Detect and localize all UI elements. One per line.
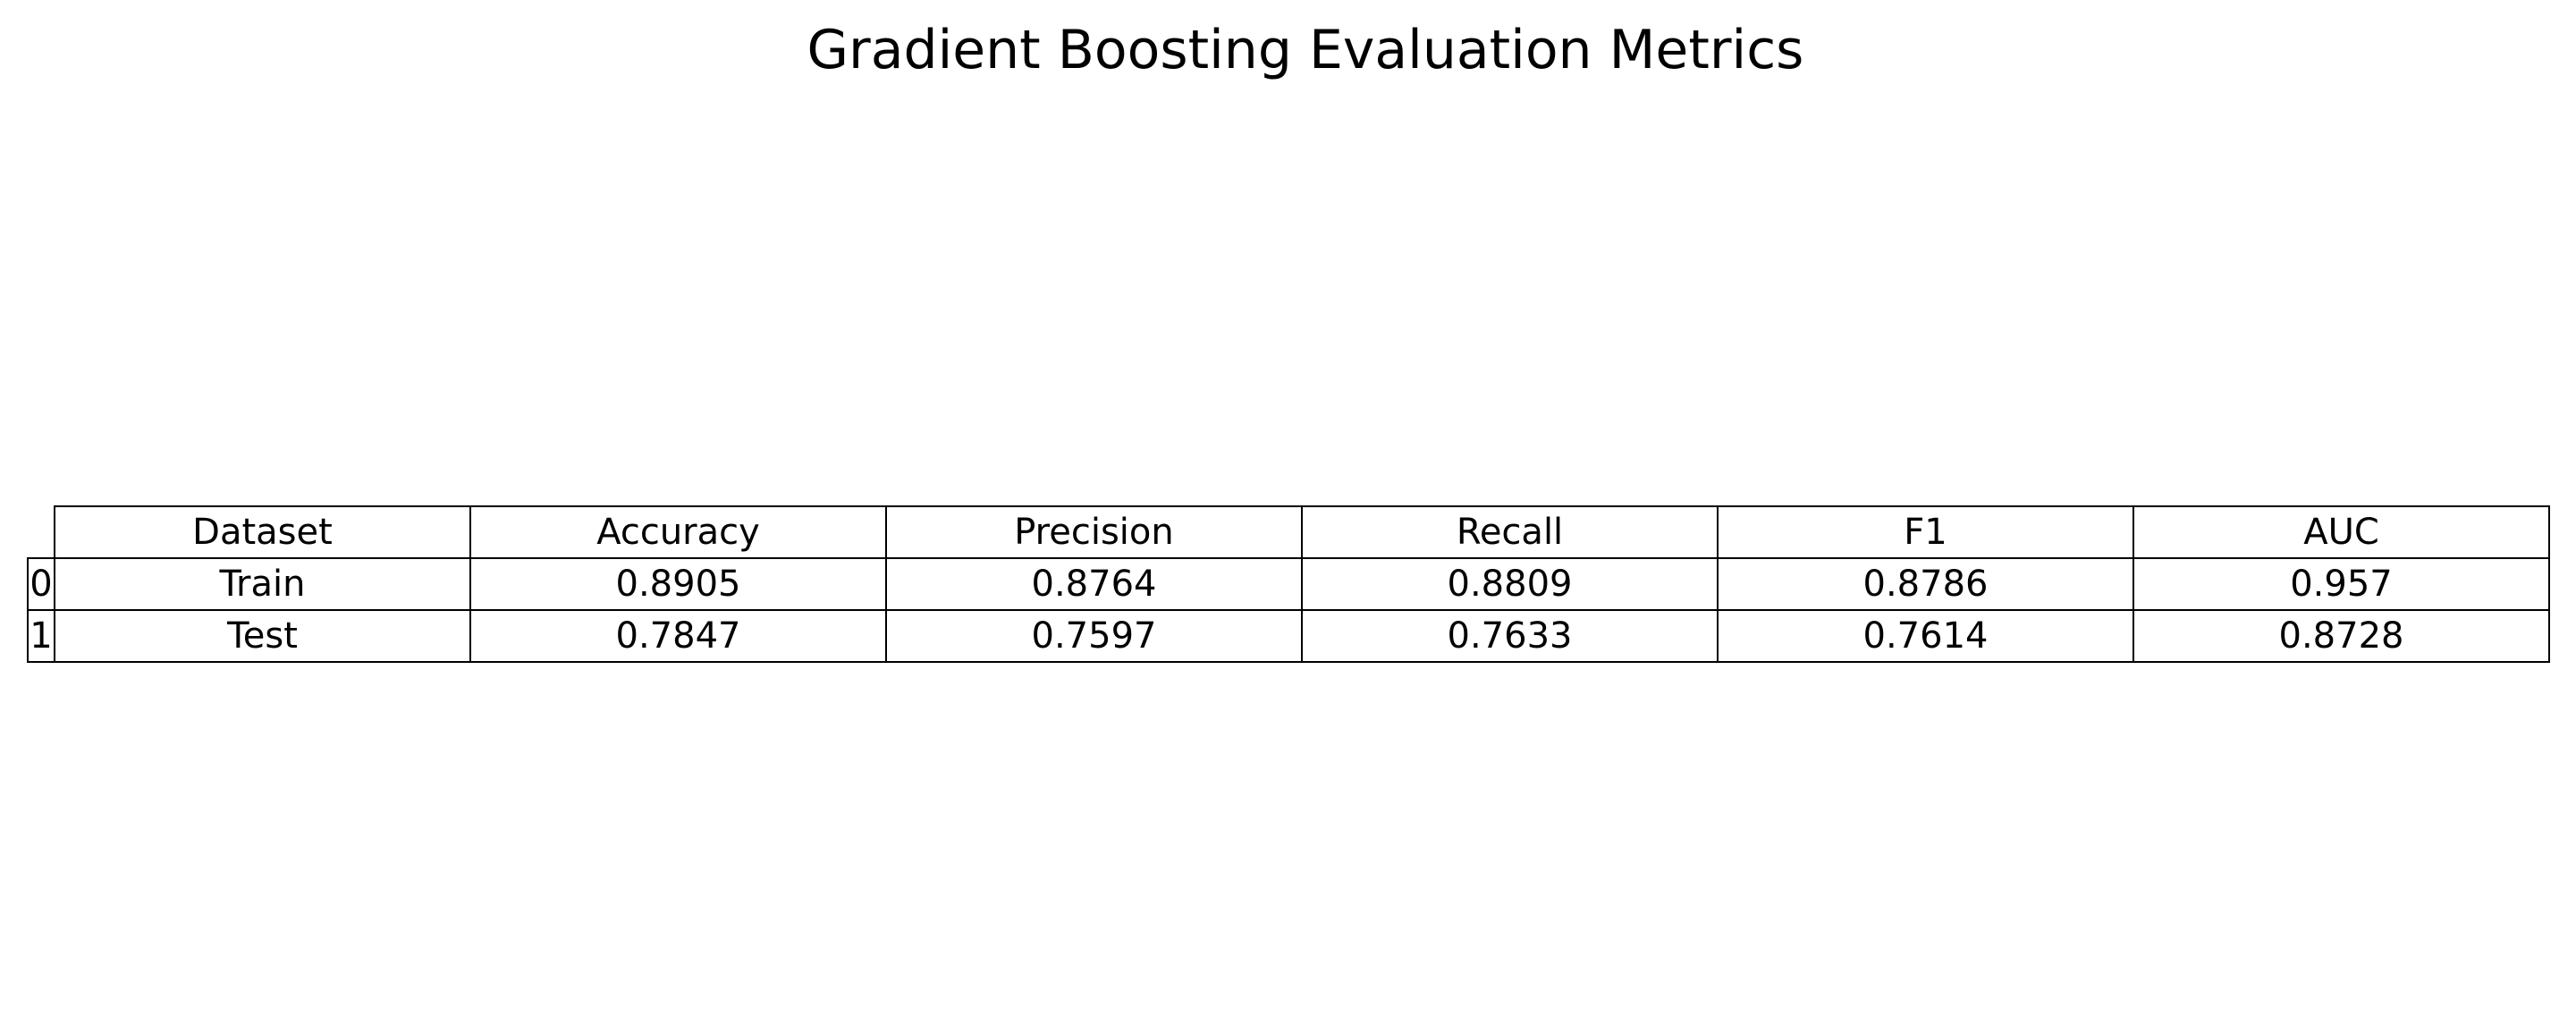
metrics-table-container: Dataset Accuracy Precision Recall F1 AUC…: [27, 505, 2550, 663]
table-cell-dataset: Test: [54, 609, 471, 663]
table-row: 1 Test 0.7847 0.7597 0.7633 0.7614 0.872…: [27, 609, 2550, 663]
table-cell-auc: 0.957: [2133, 557, 2550, 611]
table-cell-recall: 0.7633: [1301, 609, 1719, 663]
table-cell-f1: 0.8786: [1717, 557, 2134, 611]
table-cell-recall: 0.8809: [1301, 557, 1719, 611]
table-cell-accuracy: 0.8905: [469, 557, 887, 611]
column-header-precision: Precision: [885, 505, 1303, 559]
row-index-cell: 1: [27, 609, 55, 663]
chart-title: Gradient Boosting Evaluation Metrics: [807, 19, 1804, 81]
table-row: 0 Train 0.8905 0.8764 0.8809 0.8786 0.95…: [27, 557, 2550, 611]
table-header-row: Dataset Accuracy Precision Recall F1 AUC: [28, 505, 2550, 559]
column-header-recall: Recall: [1301, 505, 1719, 559]
table-cell-precision: 0.7597: [885, 609, 1303, 663]
column-header-auc: AUC: [2133, 505, 2550, 559]
table-corner-cell: [28, 506, 55, 558]
column-header-dataset: Dataset: [54, 505, 471, 559]
table-cell-dataset: Train: [54, 557, 471, 611]
table-cell-f1: 0.7614: [1717, 609, 2134, 663]
row-index-cell: 0: [27, 557, 55, 611]
table-cell-precision: 0.8764: [885, 557, 1303, 611]
metrics-table: Dataset Accuracy Precision Recall F1 AUC…: [27, 505, 2550, 663]
table-cell-accuracy: 0.7847: [469, 609, 887, 663]
column-header-accuracy: Accuracy: [469, 505, 887, 559]
column-header-f1: F1: [1717, 505, 2134, 559]
table-cell-auc: 0.8728: [2133, 609, 2550, 663]
